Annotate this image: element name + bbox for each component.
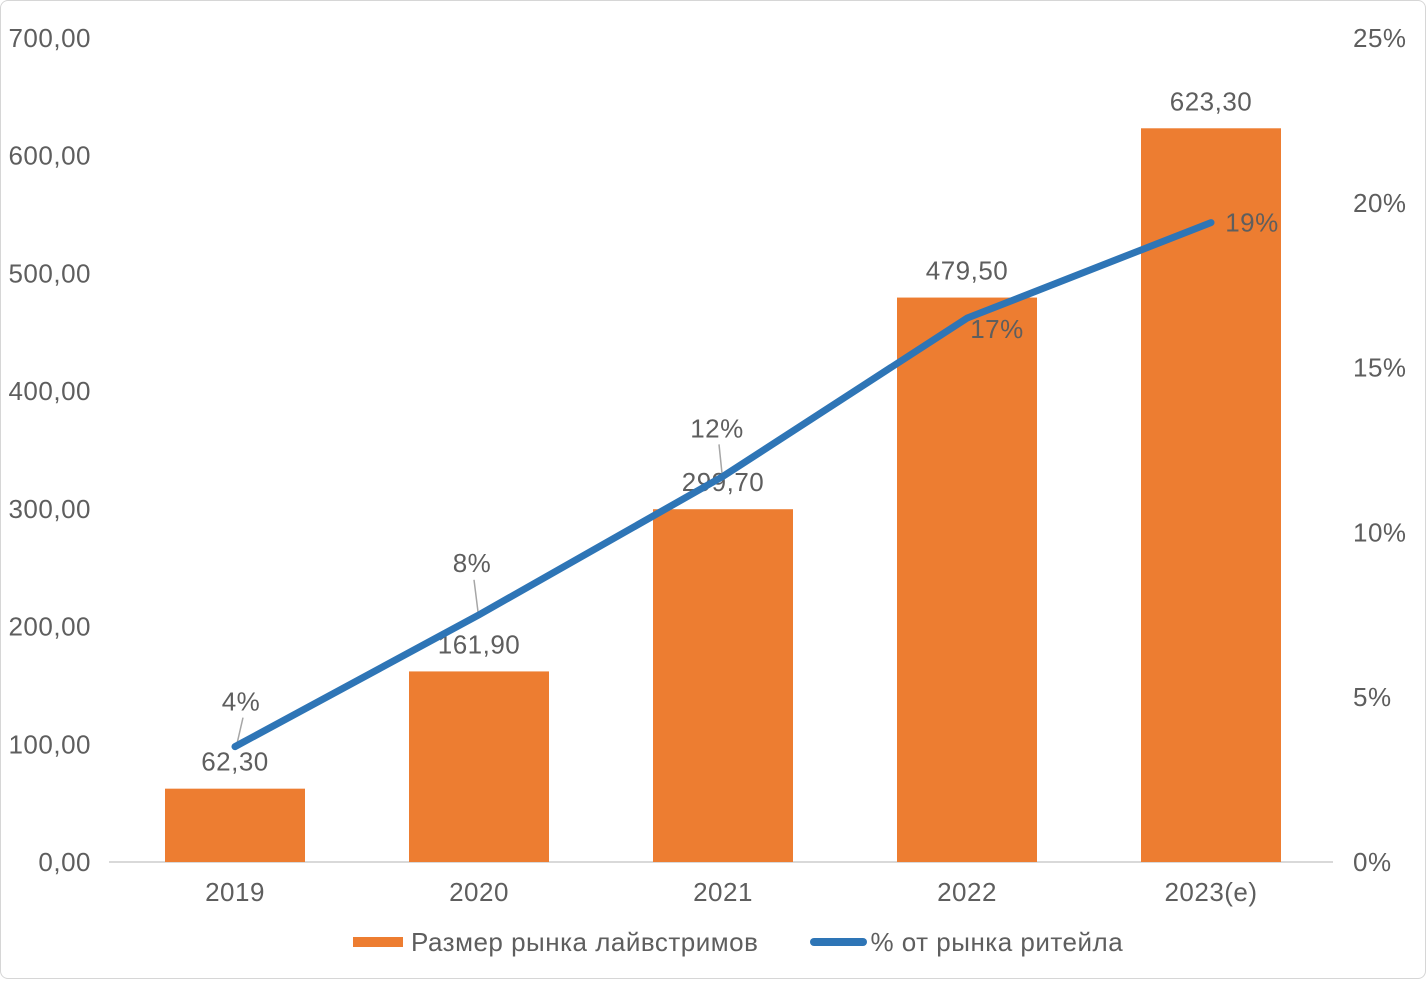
line-value-label: 12% <box>690 413 744 443</box>
bar-series-label: Размер рынка лайвстримов <box>411 926 759 957</box>
right-axis-tick-label: 10% <box>1353 517 1407 547</box>
left-axis-tick-label: 400,00 <box>8 376 91 406</box>
line-value-label: 19% <box>1225 208 1279 238</box>
bar-2023(e) <box>1141 128 1281 862</box>
bar-value-label: 62,30 <box>201 747 269 777</box>
bar-2020 <box>409 671 549 862</box>
left-axis-tick-label: 500,00 <box>8 258 91 288</box>
line-value-label: 4% <box>222 687 261 717</box>
legend-item-bar-series: Размер рынка лайвстримов <box>353 927 758 958</box>
chart-legend: Размер рынка лайвстримов % от рынка рите… <box>353 925 1123 959</box>
bar-2022 <box>897 297 1037 862</box>
bar-value-label: 479,50 <box>926 256 1009 286</box>
left-axis-tick-label: 600,00 <box>8 141 91 171</box>
percent-label-leader-line <box>718 444 723 474</box>
percent-label-leader-line <box>236 717 244 744</box>
line-value-label: 17% <box>970 314 1024 344</box>
x-axis-category-label: 2019 <box>205 877 265 907</box>
right-axis-tick-label: 5% <box>1353 682 1392 712</box>
bar-value-label: 623,30 <box>1170 86 1253 116</box>
left-axis-tick-label: 0,00 <box>38 847 91 877</box>
bar-2019 <box>165 788 305 862</box>
left-axis-tick-label: 100,00 <box>8 729 91 759</box>
left-axis-tick-label: 700,00 <box>8 23 91 53</box>
x-axis-category-label: 2020 <box>449 877 509 907</box>
left-axis-tick-label: 300,00 <box>8 494 91 524</box>
line-value-label: 8% <box>453 548 492 578</box>
right-axis-tick-label: 0% <box>1353 847 1392 877</box>
right-axis-tick-label: 15% <box>1353 353 1407 383</box>
left-axis-tick-label: 200,00 <box>8 612 91 642</box>
percent-line <box>231 219 1215 751</box>
x-axis-category-label: 2022 <box>937 877 997 907</box>
bar-series-swatch-icon <box>353 937 403 947</box>
percent-label-leader-line <box>473 579 479 612</box>
line-series-label: % от рынка ритейла <box>870 926 1124 957</box>
legend-item-line-series: % от рынка ритейла <box>810 927 1123 958</box>
x-axis-category-label: 2023(e) <box>1164 877 1257 907</box>
right-axis-tick-label: 25% <box>1353 23 1407 53</box>
bar-2021 <box>653 509 793 862</box>
bar-value-label: 161,90 <box>438 629 521 659</box>
x-axis-category-label: 2021 <box>693 877 753 907</box>
line-series-swatch-icon <box>810 938 868 946</box>
right-axis-tick-label: 20% <box>1353 188 1407 218</box>
